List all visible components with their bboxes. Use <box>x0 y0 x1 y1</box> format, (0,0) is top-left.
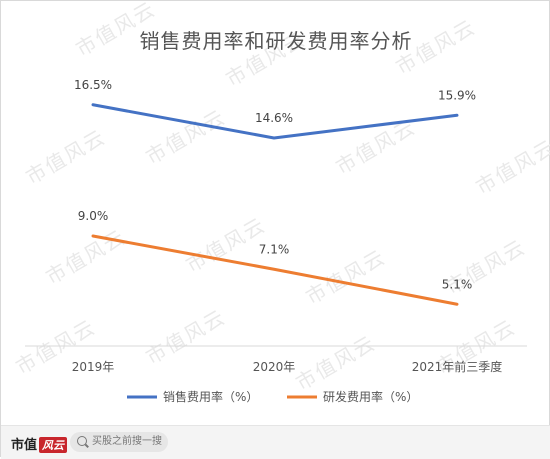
data-label: 16.5% <box>74 78 112 92</box>
data-label: 7.1% <box>259 242 290 256</box>
search-placeholder: 买股之前搜一搜 <box>92 436 162 447</box>
series-line <box>91 234 459 306</box>
x-tick-label: 2021年前三季度 <box>412 359 503 374</box>
data-label: 5.1% <box>442 277 473 291</box>
chart-title: 销售费用率和研发费用率分析 <box>139 29 413 53</box>
legend-label: 销售费用率（%） <box>163 389 258 404</box>
x-tick-label: 2019年 <box>72 360 115 374</box>
search-input[interactable]: 买股之前搜一搜 <box>70 432 168 452</box>
legend-label: 研发费用率（%） <box>323 389 418 404</box>
brand-name: 市值 <box>11 438 38 453</box>
data-label: 14.6% <box>255 111 293 125</box>
search-icon <box>77 436 87 446</box>
brand-logo[interactable]: 市值 风云 <box>11 434 68 453</box>
footer-bar: 市值 风云 买股之前搜一搜 <box>1 425 550 459</box>
brand-mark: 风云 <box>39 437 68 453</box>
series-line <box>91 103 459 140</box>
data-label: 15.9% <box>438 88 476 102</box>
line-chart: 2019年 2020年 2021年前三季度 16.5% 14.6% 15.9% 9.0% 7.… <box>25 78 527 404</box>
data-label: 9.0% <box>78 209 109 223</box>
x-tick-label: 2020年 <box>253 360 296 374</box>
